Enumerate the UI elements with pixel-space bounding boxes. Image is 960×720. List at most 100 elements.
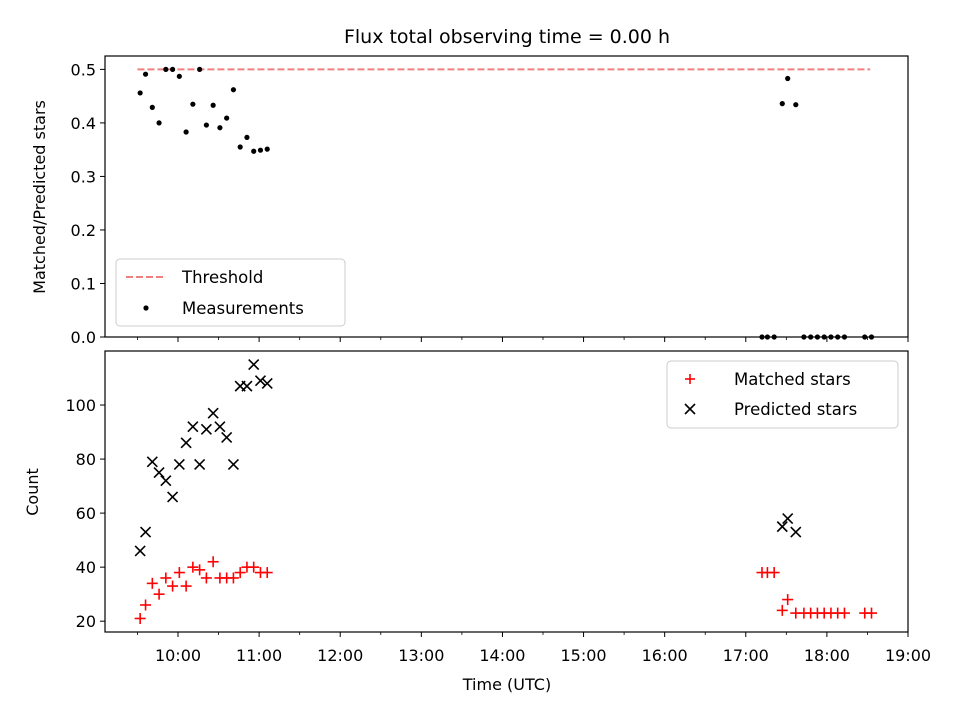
measurement-point-4 (163, 66, 169, 72)
measurement-point-11 (210, 102, 216, 108)
legend-measurements-label: Measurements (182, 299, 304, 318)
bottom-x-tick-label-9: 19:00 (885, 646, 931, 665)
measurement-point-9 (197, 66, 203, 72)
bottom-x-tick-label-7: 17:00 (723, 646, 769, 665)
bottom-axes-frame (104, 350, 909, 633)
measurement-point-10 (203, 122, 209, 128)
top-y-tick-label-1: 0.1 (71, 274, 96, 293)
top-y-tick-label-5: 0.5 (71, 60, 96, 79)
bottom-y-tick-label-3: 80 (76, 450, 96, 469)
matched-point-0 (134, 612, 146, 624)
measurement-point-13 (224, 115, 230, 121)
legend-predicted-swatch (684, 403, 696, 415)
measurement-point-8 (190, 101, 196, 107)
bottom-y-tick-label-0: 20 (76, 612, 96, 631)
matched-point-6 (173, 567, 185, 579)
matched-point-15 (234, 567, 246, 579)
predicted-point-22 (790, 526, 802, 538)
top-y-tick-label-4: 0.4 (71, 114, 96, 133)
bottom-legend: Matched stars Predicted stars (666, 360, 899, 429)
measurement-point-14 (230, 87, 237, 93)
bottom-x-tick-label-8: 18:00 (804, 646, 850, 665)
bottom-x-axis-label: Time (UTC) (462, 675, 551, 694)
predicted-point-7 (180, 437, 192, 449)
bottom-x-tick-label-3: 13:00 (398, 646, 444, 665)
top-panel: 0.0 0.1 0.2 0.3 0.4 0.5 Matched/Predicted sta… (30, 55, 909, 347)
measurement-point-0 (137, 90, 143, 96)
legend-threshold-label: Threshold (181, 268, 263, 287)
measurement-point-2 (149, 104, 155, 110)
predicted-point-18 (254, 375, 267, 387)
predicted-point-19 (261, 377, 273, 389)
matched-point-22 (768, 567, 780, 579)
predicted-point-4 (160, 475, 172, 487)
top-legend-box (115, 258, 346, 327)
bottom-panel: 20 40 60 80 100 10:00 11:00 12:00 13:00 14:00 15:… (23, 350, 931, 694)
top-chart-title: Flux total observing time = 0.00 h (344, 26, 670, 48)
bottom-y-tick-label-1: 40 (76, 558, 96, 577)
matched-point-17 (248, 561, 260, 573)
legend-matched-label: Matched stars (734, 370, 851, 389)
predicted-point-5 (167, 491, 179, 503)
bottom-x-tick-label-2: 12:00 (317, 646, 363, 665)
bottom-x-tick-label-5: 15:00 (561, 646, 607, 665)
predicted-point-0 (134, 545, 146, 557)
bottom-y-tick-label-4: 100 (65, 396, 96, 415)
top-axes-frame (104, 55, 909, 338)
matched-point-11 (207, 556, 219, 568)
predicted-point-14 (227, 458, 239, 471)
measurement-point-16 (244, 134, 250, 140)
predicted-point-16 (241, 380, 253, 392)
top-x-axis (137, 337, 909, 342)
measurement-point-1 (142, 71, 149, 77)
predicted-point-17 (248, 358, 260, 371)
predicted-point-1 (139, 526, 152, 538)
bottom-x-tick-label-6: 16:00 (642, 646, 688, 665)
bottom-x-tick-label-1: 11:00 (236, 646, 282, 665)
matched-point-1 (140, 599, 152, 611)
predicted-point-21 (782, 512, 794, 525)
matched-point-24 (782, 594, 794, 606)
bottom-data-layer (134, 358, 877, 624)
matched-point-7 (180, 580, 192, 592)
measurement-point-25 (793, 102, 799, 108)
predicted-point-2 (146, 456, 158, 468)
matched-point-8 (187, 561, 199, 573)
top-y-tick-label-3: 0.3 (71, 167, 96, 186)
matched-point-19 (261, 567, 273, 579)
measurement-point-15 (237, 144, 243, 150)
matched-point-9 (194, 564, 206, 576)
measurement-point-24 (785, 75, 791, 82)
matched-point-23 (776, 604, 788, 616)
predicted-point-12 (214, 421, 226, 433)
legend-matched-swatch (685, 374, 695, 384)
top-y-tick-label-2: 0.2 (71, 221, 96, 240)
matched-point-3 (153, 588, 165, 600)
matched-point-34 (866, 607, 877, 619)
matched-point-14 (227, 572, 239, 584)
predicted-point-11 (207, 407, 219, 419)
matched-point-5 (167, 580, 179, 592)
top-y-axis-label: Matched/Predicted stars (30, 100, 49, 294)
bottom-x-axis: 10:00 11:00 12:00 13:00 14:00 15:00 16:00 17:00… (137, 632, 931, 665)
matched-point-32 (838, 607, 850, 619)
measurement-point-23 (779, 101, 785, 107)
matched-point-4 (160, 572, 172, 584)
predicted-point-20 (776, 521, 788, 533)
predicted-point-9 (194, 458, 206, 471)
top-y-axis: 0.0 0.1 0.2 0.3 0.4 0.5 (71, 60, 105, 347)
bottom-y-axis: 20 40 60 80 100 (65, 396, 105, 631)
measurement-point-18 (257, 147, 264, 153)
measurement-point-19 (264, 146, 270, 152)
legend-measurements-swatch (143, 305, 149, 311)
measurement-point-5 (169, 66, 176, 72)
predicted-point-13 (221, 431, 233, 444)
predicted-point-3 (153, 467, 165, 479)
measurement-point-6 (176, 73, 182, 79)
bottom-y-axis-label: Count (23, 468, 42, 516)
matched-point-10 (200, 572, 212, 584)
predicted-point-10 (200, 423, 212, 435)
top-legend: Threshold Measurements (115, 258, 346, 327)
predicted-point-8 (187, 421, 199, 433)
